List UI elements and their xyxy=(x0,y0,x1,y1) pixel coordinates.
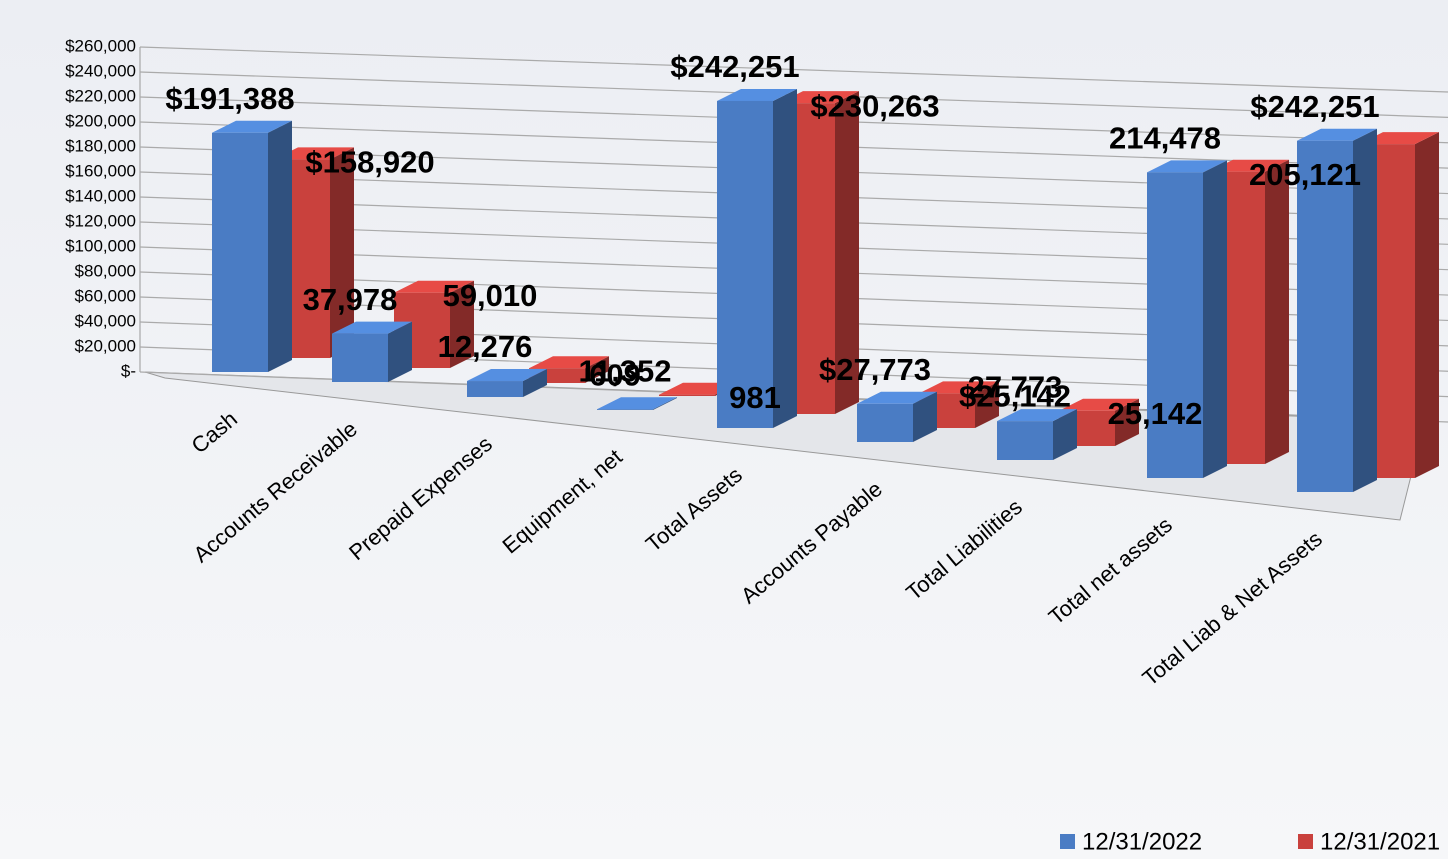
value-label: 12,276 xyxy=(438,329,533,364)
bar-top xyxy=(779,91,859,104)
value-label: $191,388 xyxy=(165,81,294,116)
bar-front xyxy=(1147,172,1203,479)
value-label: 981 xyxy=(729,380,781,415)
y-tick-label: $- xyxy=(121,361,136,380)
bar-front xyxy=(332,333,388,382)
bar-top xyxy=(717,88,797,101)
value-label: 37,978 xyxy=(303,282,398,317)
bar-front xyxy=(1297,140,1353,492)
bar-side xyxy=(268,120,292,372)
value-label: 205,121 xyxy=(1249,157,1361,192)
value-label: $242,251 xyxy=(670,49,799,84)
y-tick-label: $120,000 xyxy=(65,211,136,230)
bar-front xyxy=(212,132,268,372)
bar-top xyxy=(467,369,547,382)
bar-side xyxy=(388,321,412,382)
bar-front xyxy=(997,421,1053,460)
bar-side xyxy=(835,91,859,414)
bar-top xyxy=(332,321,412,334)
y-tick-label: $60,000 xyxy=(75,286,136,305)
bar-front xyxy=(717,100,773,428)
bar-side xyxy=(1415,132,1439,478)
value-label: 25,142 xyxy=(1108,396,1203,431)
y-tick-label: $20,000 xyxy=(75,336,136,355)
value-label: 11,352 xyxy=(578,353,671,388)
bar-side xyxy=(1203,160,1227,479)
legend-label: 12/31/2021 xyxy=(1320,828,1440,855)
bar-front xyxy=(467,381,523,397)
bar xyxy=(467,369,547,397)
bar-top xyxy=(1209,159,1289,172)
bar-top xyxy=(597,397,677,410)
y-tick-label: $80,000 xyxy=(75,261,136,280)
bar xyxy=(717,88,797,428)
grid-line xyxy=(139,46,1448,93)
bar-top xyxy=(919,381,999,394)
bar xyxy=(1147,160,1227,479)
bar-top xyxy=(1297,128,1377,141)
bar-top xyxy=(212,120,292,133)
value-label: $27,773 xyxy=(819,352,931,387)
bar-top xyxy=(274,147,354,160)
y-tick-label: $260,000 xyxy=(65,36,136,55)
bar-side xyxy=(913,391,937,442)
y-tick-label: $220,000 xyxy=(65,86,136,105)
bar xyxy=(597,397,677,410)
legend-swatch xyxy=(1060,834,1075,849)
bar-top xyxy=(394,280,474,293)
bar-side xyxy=(975,381,999,428)
bar xyxy=(332,321,412,382)
bar xyxy=(212,120,292,372)
bar-top xyxy=(1059,398,1139,411)
bar-side xyxy=(450,280,474,368)
bar-side xyxy=(773,88,797,428)
bar-side xyxy=(330,147,354,358)
bar-top xyxy=(529,356,609,369)
bar-side xyxy=(1115,398,1139,446)
y-tick-label: $200,000 xyxy=(65,111,136,130)
value-label: $158,920 xyxy=(305,145,434,180)
bar-side xyxy=(1353,128,1377,492)
bar-side xyxy=(1053,409,1077,460)
bar-side xyxy=(653,397,677,410)
legend-label: 12/31/2022 xyxy=(1082,828,1202,855)
legend-swatch xyxy=(1298,834,1313,849)
y-tick-label: $40,000 xyxy=(75,311,136,330)
value-label: $25,142 xyxy=(959,379,1071,414)
value-label: 27,773 xyxy=(968,369,1063,404)
bar-side xyxy=(1265,159,1289,464)
bar-top xyxy=(857,391,937,404)
value-label: 609 xyxy=(589,357,641,392)
bar-front xyxy=(659,394,715,396)
value-label: 59,010 xyxy=(443,278,538,313)
y-tick-label: $100,000 xyxy=(65,236,136,255)
y-tick-label: $140,000 xyxy=(65,186,136,205)
bar-side xyxy=(585,356,609,383)
y-tick-label: $180,000 xyxy=(65,136,136,155)
y-tick-label: $160,000 xyxy=(65,161,136,180)
bar-top xyxy=(997,409,1077,422)
bar-top xyxy=(1147,160,1227,173)
y-tick-label: $240,000 xyxy=(65,61,136,80)
value-label: $230,263 xyxy=(810,88,939,123)
bar-side xyxy=(523,369,547,397)
bar-front xyxy=(857,403,913,442)
value-label: 214,478 xyxy=(1109,121,1221,156)
bar xyxy=(1297,128,1377,492)
bar xyxy=(997,409,1077,460)
value-label: $242,251 xyxy=(1250,89,1379,124)
bar-front xyxy=(597,409,653,410)
bar-top xyxy=(1359,132,1439,145)
bar xyxy=(857,391,937,442)
